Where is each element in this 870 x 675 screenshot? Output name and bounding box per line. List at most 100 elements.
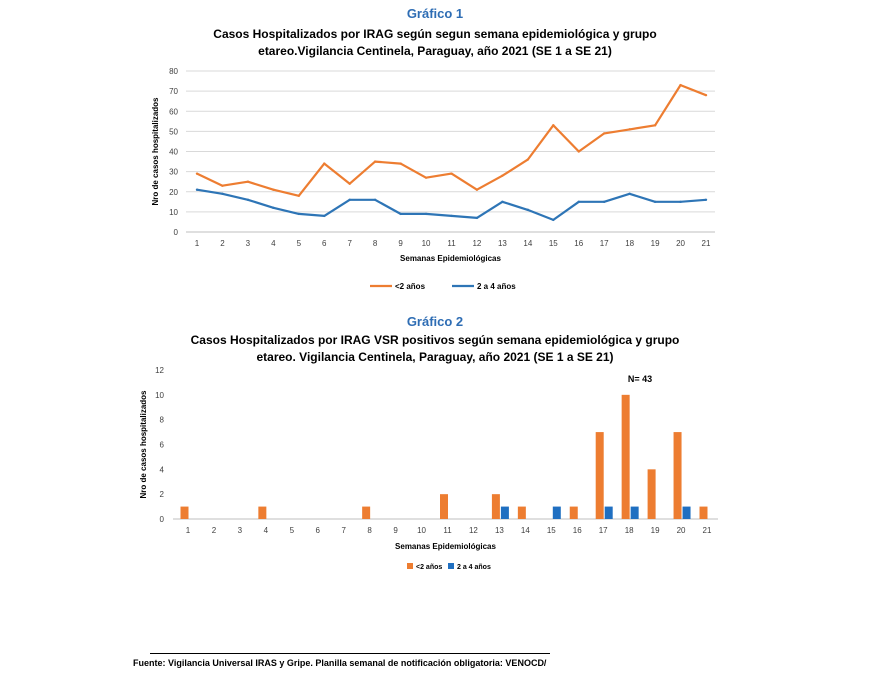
chart2-xtick-label: 6 <box>316 526 321 535</box>
chart2-xtick-label: 9 <box>393 526 398 535</box>
chart1-data-point <box>603 132 606 135</box>
chart1-data-point <box>603 200 606 204</box>
chart1-data-point <box>679 83 682 87</box>
chart1-xtick-label: 16 <box>574 239 583 248</box>
chart2-xtick-label: 4 <box>264 526 269 535</box>
chart1-data-point <box>195 172 199 175</box>
chart1-data-point <box>399 212 402 216</box>
chart1-xtick-label: 13 <box>498 239 507 248</box>
chart1-data-point <box>679 200 682 204</box>
chart1-title-line2: etareo.Vigilancia Centinela, Paraguay, a… <box>258 44 612 58</box>
chart2-xtick-label: 13 <box>495 526 504 535</box>
chart2-xtick-label: 2 <box>212 526 217 535</box>
chart1-data-point <box>221 192 224 195</box>
chart1-data-point <box>399 162 402 165</box>
chart2-annotation: N= 43 <box>628 374 652 384</box>
chart1-ytick-label: 20 <box>169 188 178 197</box>
chart2-legend-label: <2 años <box>416 564 442 571</box>
chart2-xtick-label: 18 <box>625 526 634 535</box>
chart1-ytick-label: 60 <box>169 107 178 116</box>
chart1-data-point <box>653 124 657 127</box>
chart1-ytick-label: 80 <box>169 67 178 76</box>
chart1-xtick-label: 11 <box>447 239 456 248</box>
chart1-data-point <box>577 150 580 153</box>
chart2-title-line1: Casos Hospitalizados por IRAG VSR positi… <box>190 333 680 347</box>
footer-source: Fuente: Vigilancia Universal IRAS y Grip… <box>133 658 547 668</box>
chart2-xtick-label: 20 <box>677 526 686 535</box>
chart2-xtick-label: 21 <box>703 526 712 535</box>
chart1-ylabel: Nro de casos hospitalizados <box>151 97 160 206</box>
chart2-xtick-label: 8 <box>367 526 372 535</box>
chart1-xtick-label: 21 <box>702 239 711 248</box>
chart1-xtick-label: 4 <box>271 239 276 248</box>
chart2-xlabel: Semanas Epidemiológicas <box>395 542 496 551</box>
chart1-data-point <box>552 218 555 222</box>
chart2-xtick-label: 15 <box>547 526 556 535</box>
chart2-xtick-label: 1 <box>186 526 191 535</box>
chart1-xtick-label: 14 <box>523 239 532 248</box>
chart1-ytick-label: 0 <box>174 228 179 237</box>
chart2-bar-under2 <box>595 432 604 519</box>
chart1-data-point <box>628 128 631 131</box>
chart2-bar-under2 <box>258 506 267 519</box>
chart1-data-point <box>704 93 708 97</box>
chart1-ytick-label: 50 <box>169 127 178 136</box>
chart2-xtick-label: 7 <box>341 526 346 535</box>
chart2-bar-2to4 <box>682 506 691 519</box>
chart1-xtick-label: 10 <box>422 239 431 248</box>
chart1-data-point <box>526 158 530 161</box>
chart1-legend-label: <2 años <box>395 282 426 291</box>
chart1-data-point <box>272 188 275 191</box>
chart1-label: Gráfico 1 <box>406 6 464 21</box>
chart1-data-point <box>297 212 300 216</box>
chart2-legend-swatch <box>448 563 454 569</box>
chart1-title: Casos Hospitalizados por IRAG según segu… <box>150 26 720 60</box>
chart2-ytick-label: 8 <box>160 416 165 425</box>
chart1-data-point <box>628 192 631 195</box>
chart1-xtick-label: 18 <box>625 239 634 248</box>
chart1-data-point <box>577 200 580 204</box>
chart2-bar-under2 <box>621 394 630 519</box>
chart1-data-point <box>373 160 377 163</box>
chart1-data-point <box>424 176 428 179</box>
chart2-bar-under2 <box>180 506 189 519</box>
chart2-title: Casos Hospitalizados por IRAG VSR positi… <box>150 332 720 366</box>
chart1-ytick-label: 30 <box>169 168 178 177</box>
chart1-data-point <box>501 200 504 204</box>
chart1-data-point <box>323 162 326 165</box>
chart2-bar-2to4 <box>630 506 639 519</box>
chart2-ytick-label: 0 <box>160 515 165 524</box>
chart1-data-point <box>552 124 555 127</box>
chart1-xtick-label: 20 <box>676 239 685 248</box>
chart1-xlabel: Semanas Epidemiológicas <box>400 254 501 263</box>
chart1-title-line1: Casos Hospitalizados por IRAG según segu… <box>213 27 657 41</box>
chart1-data-point <box>450 172 453 175</box>
chart1-xtick-label: 3 <box>246 239 251 248</box>
chart2-bar-under2 <box>569 506 578 519</box>
chart2-bar-under2 <box>699 506 708 519</box>
chart1-xtick-label: 2 <box>220 239 225 248</box>
chart1-data-point <box>424 212 428 216</box>
chart2-bar-2to4 <box>552 506 561 519</box>
chart2-xtick-label: 19 <box>651 526 660 535</box>
chart1-xtick-label: 19 <box>651 239 660 248</box>
chart1-xtick-label: 8 <box>373 239 378 248</box>
chart1-ytick-label: 40 <box>169 148 178 157</box>
chart2-xtick-label: 3 <box>238 526 243 535</box>
chart2-ylabel: Nro de casos hospitalizados <box>139 390 148 499</box>
chart1-ytick-label: 10 <box>169 208 178 217</box>
chart1-legend-label: 2 a 4 años <box>477 282 516 291</box>
chart1-xtick-label: 15 <box>549 239 558 248</box>
chart1-data-point <box>501 174 504 177</box>
chart2-label: Gráfico 2 <box>406 314 464 329</box>
chart1-xtick-label: 1 <box>195 239 200 248</box>
chart2-xtick-label: 11 <box>443 526 452 535</box>
chart2-ytick-label: 12 <box>155 366 164 375</box>
chart2-title-line2: etareo. Vigilancia Centinela, Paraguay, … <box>256 350 614 364</box>
chart1-ytick-label: 70 <box>169 87 178 96</box>
chart2-bar-2to4 <box>500 506 509 519</box>
chart2-xtick-label: 10 <box>417 526 426 535</box>
chart2-xtick-label: 17 <box>599 526 608 535</box>
chart1-data-point <box>348 182 351 185</box>
